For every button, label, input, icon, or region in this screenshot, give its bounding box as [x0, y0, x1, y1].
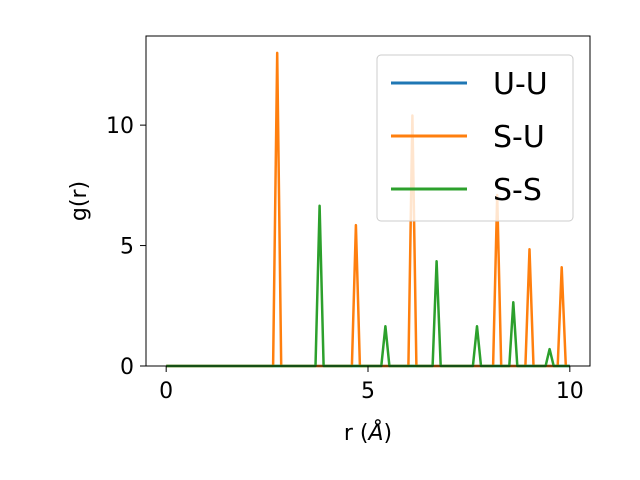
- x-axis-label: r (Å): [344, 419, 392, 446]
- legend: U-U S-U S-S: [376, 54, 574, 222]
- x-tick-label: 10: [556, 379, 584, 404]
- legend-label-s-u: S-U: [493, 120, 545, 155]
- x-axis-label-unit: Å: [366, 419, 383, 446]
- y-axis-label: g(r): [67, 181, 92, 221]
- ticks-layer: 0 5 10 0 5 10: [106, 114, 584, 404]
- y-tick-label: 10: [106, 114, 134, 139]
- legend-label-s-s: S-S: [493, 173, 542, 208]
- x-axis-label-suffix: ): [384, 421, 393, 446]
- legend-label-u-u: U-U: [493, 67, 548, 102]
- x-tick-label: 5: [361, 379, 375, 404]
- x-tick-label: 0: [159, 379, 173, 404]
- y-tick-label: 0: [120, 355, 134, 380]
- legend-box: [376, 54, 574, 222]
- series-line-s-s: [166, 204, 570, 368]
- legend-items: U-U S-U S-S: [391, 67, 548, 208]
- y-tick-label: 5: [120, 235, 134, 260]
- x-axis-label-prefix: r (: [344, 421, 369, 446]
